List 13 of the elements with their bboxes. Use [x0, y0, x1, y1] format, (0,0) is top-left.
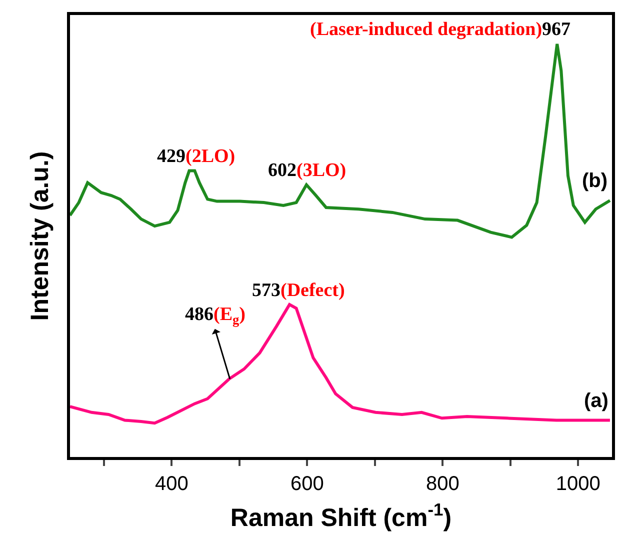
annotation: 573(Defect) — [252, 280, 345, 301]
annotation: 602(3LO) — [268, 160, 346, 181]
annotation: 429(2LO) — [157, 146, 236, 167]
x-axis-title: Raman Shift (cm$^{-1}$) — [230, 499, 452, 532]
annotation: (b) — [582, 170, 608, 192]
annotation: 486(E$_{g}$) — [185, 304, 246, 327]
x-tick-label: 400 — [154, 472, 188, 495]
annotation: (Laser-induced degradation)967 — [310, 19, 572, 40]
annotation: (a) — [584, 390, 608, 412]
y-axis-title: Intensity (a.u.) — [26, 151, 54, 321]
x-tick-label: 1000 — [556, 472, 600, 495]
x-tick-label: 600 — [290, 472, 324, 495]
x-tick-label: 800 — [426, 472, 460, 495]
